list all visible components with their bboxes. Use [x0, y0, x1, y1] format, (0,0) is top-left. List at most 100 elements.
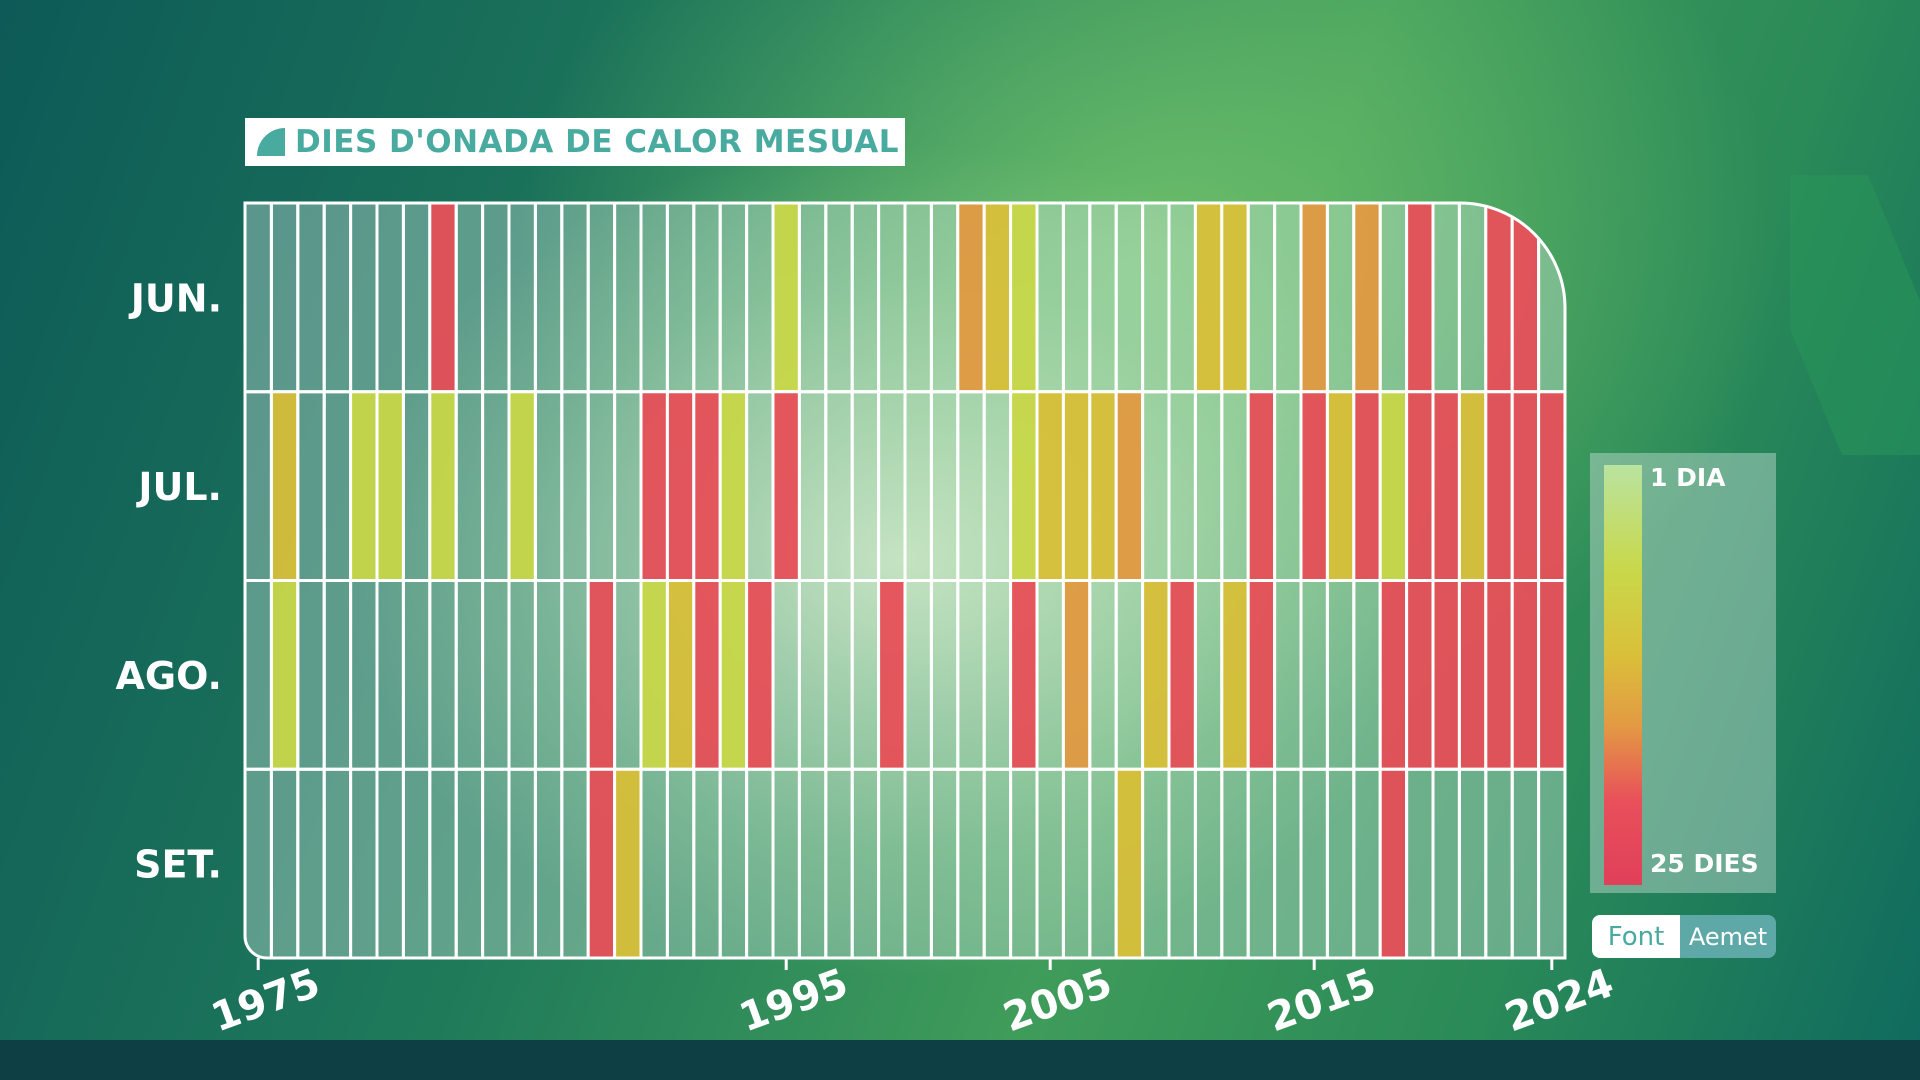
heatmap-cell — [797, 579, 828, 771]
heatmap-cell — [1141, 579, 1171, 771]
heatmap-cell — [982, 203, 1013, 394]
heatmap-cell — [639, 579, 669, 771]
heatmap-cell — [797, 390, 828, 582]
heatmap-cell — [639, 203, 669, 394]
heatmap-cell — [1035, 203, 1065, 394]
heatmap-cell — [929, 390, 960, 582]
heatmap-cell — [1352, 203, 1382, 394]
heatmap-cell — [877, 203, 907, 394]
heatmap-cell — [1246, 579, 1277, 771]
heatmap-cell — [1141, 767, 1171, 958]
year-label: 2005 — [998, 960, 1118, 1041]
heatmap-cell — [1220, 767, 1250, 958]
heatmap-cell — [745, 579, 775, 771]
heatmap-cell — [1193, 579, 1224, 771]
heatmap-cell — [1510, 579, 1541, 771]
heatmap-cell — [1484, 767, 1514, 958]
month-label: AGO. — [115, 654, 222, 698]
heatmap-cell — [481, 390, 511, 582]
heatmap-cell — [401, 203, 432, 394]
heatmap-cell — [245, 203, 273, 394]
heatmap-cell — [322, 767, 353, 958]
heatmap-cell — [1220, 579, 1250, 771]
heatmap-cell — [1273, 579, 1303, 771]
heatmap-cell — [665, 767, 696, 958]
heatmap-cell — [349, 579, 379, 771]
heatmap-cell — [1405, 579, 1435, 771]
heatmap-cell — [586, 203, 617, 394]
heatmap-cell — [269, 767, 300, 958]
heatmap-cell — [824, 203, 854, 394]
heatmap-cell — [1114, 203, 1145, 394]
heatmap-cell — [639, 767, 669, 958]
heatmap-cell — [1220, 390, 1250, 582]
heatmap-cell — [1061, 203, 1092, 394]
heatmap-cell — [982, 579, 1013, 771]
heatmap-cell — [507, 579, 537, 771]
heatmap-cell — [1299, 203, 1329, 394]
heatmap-cell — [245, 579, 273, 771]
heatmap-cell — [850, 767, 881, 958]
heatmap-cell — [797, 767, 828, 958]
heatmap-cell — [560, 579, 590, 771]
heatmap-cell — [982, 390, 1013, 582]
heatmap-cell — [1299, 767, 1329, 958]
heatmap-cell — [824, 767, 854, 958]
heatmap-cell — [797, 203, 828, 394]
legend-min-label: 1 DIA — [1650, 463, 1726, 492]
heatmap-cell — [639, 390, 669, 582]
heatmap-cell — [877, 390, 907, 582]
heatmap-cell — [269, 579, 300, 771]
heatmap-cell — [349, 203, 379, 394]
heatmap-cell — [1061, 390, 1092, 582]
heatmap-cell — [245, 390, 273, 582]
heatmap-cell — [1035, 767, 1065, 958]
heatmap-cell — [877, 767, 907, 958]
heatmap-cell — [1299, 579, 1329, 771]
heatmap-cell — [1009, 767, 1039, 958]
heatmap-cell — [1378, 767, 1409, 958]
heatmap-cell — [1431, 390, 1461, 582]
heatmap-cell — [1009, 203, 1039, 394]
heatmap-cell — [245, 767, 273, 958]
heatmap-cell — [1167, 390, 1197, 582]
heatmap-cell — [481, 767, 511, 958]
heatmap-cell — [1167, 767, 1197, 958]
heatmap-cell — [533, 203, 564, 394]
heatmap-cell — [745, 767, 775, 958]
heatmap-cell — [454, 579, 485, 771]
heatmap-cell — [1193, 390, 1224, 582]
heatmap-cell — [850, 390, 881, 582]
source-badge: Font Aemet — [1592, 915, 1776, 958]
heatmap-cell — [1484, 390, 1514, 582]
heatmap-cell — [877, 579, 907, 771]
heatmap-cell — [771, 767, 801, 958]
legend-gradient-bar — [1604, 465, 1642, 885]
heatmap-cell — [560, 390, 590, 582]
heatmap-cell — [1457, 203, 1488, 394]
heatmap-cell — [771, 203, 801, 394]
heatmap-cell — [824, 579, 854, 771]
heatmap-cell — [718, 767, 749, 958]
heatmap-cell — [613, 579, 643, 771]
heatmap-cell — [586, 390, 617, 582]
bottom-bar — [0, 1040, 1920, 1080]
heatmap-cell — [428, 203, 458, 394]
heatmap-cell — [1457, 767, 1488, 958]
heatmap-cell — [1431, 203, 1461, 394]
heatmap-cell — [454, 390, 485, 582]
year-labels: 1975 1995 2005 2015 2024 — [206, 958, 1620, 1041]
heatmap-cell — [850, 579, 881, 771]
heatmap-cell — [401, 579, 432, 771]
heatmap-cell — [718, 579, 749, 771]
heatmap-cell — [1378, 579, 1409, 771]
heatmap-cell — [1009, 390, 1039, 582]
heatmap-cell — [1484, 579, 1514, 771]
source-label: Font — [1592, 915, 1680, 958]
heatmap-cell — [296, 579, 326, 771]
heatmap-cell — [375, 579, 405, 771]
heatmap-cell — [929, 767, 960, 958]
heatmap-cell — [560, 767, 590, 958]
heatmap-cell — [1220, 203, 1250, 394]
